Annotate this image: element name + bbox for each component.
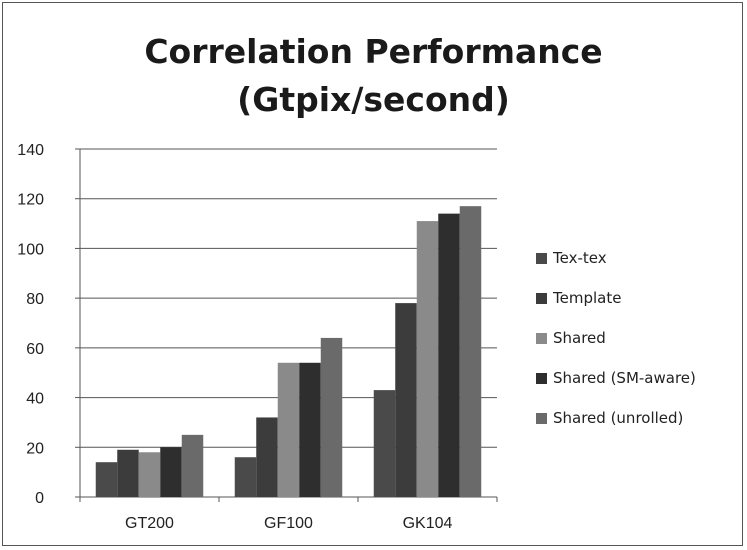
y-tick-label: 0: [35, 490, 44, 507]
bar: [256, 417, 278, 497]
y-tick-label: 20: [26, 440, 44, 457]
bar: [320, 337, 343, 497]
bar: [138, 452, 161, 497]
bar: [299, 362, 321, 497]
chart-title-line-1: Correlation Performance: [144, 32, 603, 71]
legend-label: Shared (SM-aware): [553, 369, 696, 387]
bar: [438, 213, 460, 497]
bar: [160, 447, 182, 497]
legend-swatch: [536, 293, 547, 304]
bar: [95, 462, 118, 497]
y-tick-label: 60: [26, 341, 44, 358]
x-tick-label: GF100: [264, 515, 313, 532]
legend-label: Shared: [553, 329, 606, 347]
legend-swatch: [536, 373, 547, 384]
legend-label: Template: [552, 289, 621, 307]
y-tick-label: 140: [17, 142, 44, 159]
legend-label: Tex-tex: [552, 249, 607, 267]
y-tick-label: 40: [26, 391, 44, 408]
bar: [395, 303, 417, 497]
legend-swatch: [536, 413, 547, 424]
x-tick-label: GT200: [125, 515, 174, 532]
bar: [117, 449, 139, 497]
bar: [416, 221, 439, 498]
legend-label: Shared (unrolled): [553, 409, 683, 427]
x-tick-label: GK104: [403, 515, 453, 532]
bar: [373, 390, 396, 497]
bar: [181, 434, 204, 497]
y-tick-label: 120: [17, 192, 44, 209]
chart-title-line-2: (Gtpix/second): [237, 80, 510, 119]
legend-swatch: [536, 333, 547, 344]
bar: [234, 457, 257, 497]
y-tick-label: 100: [17, 241, 44, 258]
chart-title: Correlation Performance (Gtpix/second): [0, 28, 747, 124]
legend-swatch: [536, 253, 547, 264]
bar: [459, 206, 482, 497]
y-tick-label: 80: [26, 291, 44, 308]
bar: [277, 362, 300, 497]
